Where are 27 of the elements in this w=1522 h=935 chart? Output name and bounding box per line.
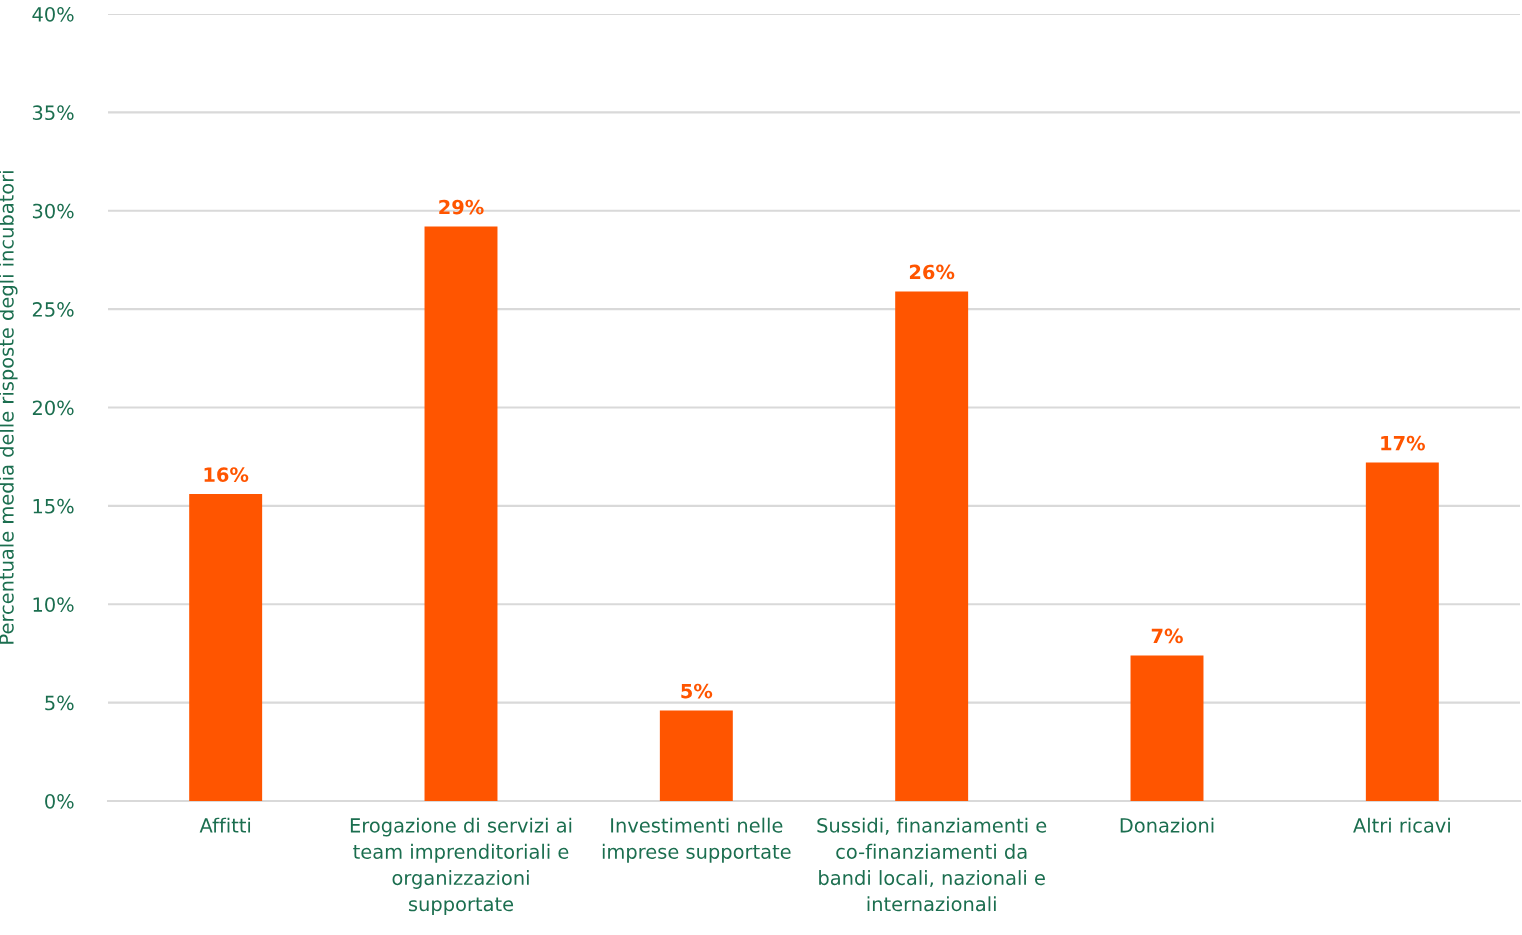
bar [895,291,969,801]
x-tick-label: Sussidi, finanziamenti e co-finanziamenti da bandi locali, nazionali e internazionali [817,817,1047,912]
data-label: 5% [681,683,713,699]
data-label: 26% [909,264,955,280]
bar [1365,462,1439,801]
data-label: 17% [1381,435,1425,451]
y-tick-label: 10% [33,597,74,612]
data-label: 7% [1151,628,1183,644]
y-tick-label: 30% [32,203,74,219]
data-label: 29% [439,199,484,215]
bar [424,226,498,801]
y-tick-label: 0% [45,793,74,809]
y-tick-label: 40% [32,6,74,22]
x-tick-label: Donazioni [1120,817,1214,833]
bar [659,710,733,801]
x-tick-label: Altri ricavi [1353,817,1450,833]
y-tick-label: 15% [33,498,74,514]
data-label: 16% [204,467,249,482]
y-tick-label: 35% [32,105,74,121]
bar [189,494,263,801]
y-tick-label: 5% [45,695,74,711]
y-tick-label: 20% [32,400,74,416]
x-tick-label: Affitti [199,817,251,833]
bar [1130,655,1204,801]
x-tick-label: Investimenti nelle imprese supportate [602,817,791,863]
y-tick-label: 25% [32,302,74,317]
x-tick-label: Erogazione di servizi ai team imprenditoriali e organizzazioni supportate [350,817,572,916]
